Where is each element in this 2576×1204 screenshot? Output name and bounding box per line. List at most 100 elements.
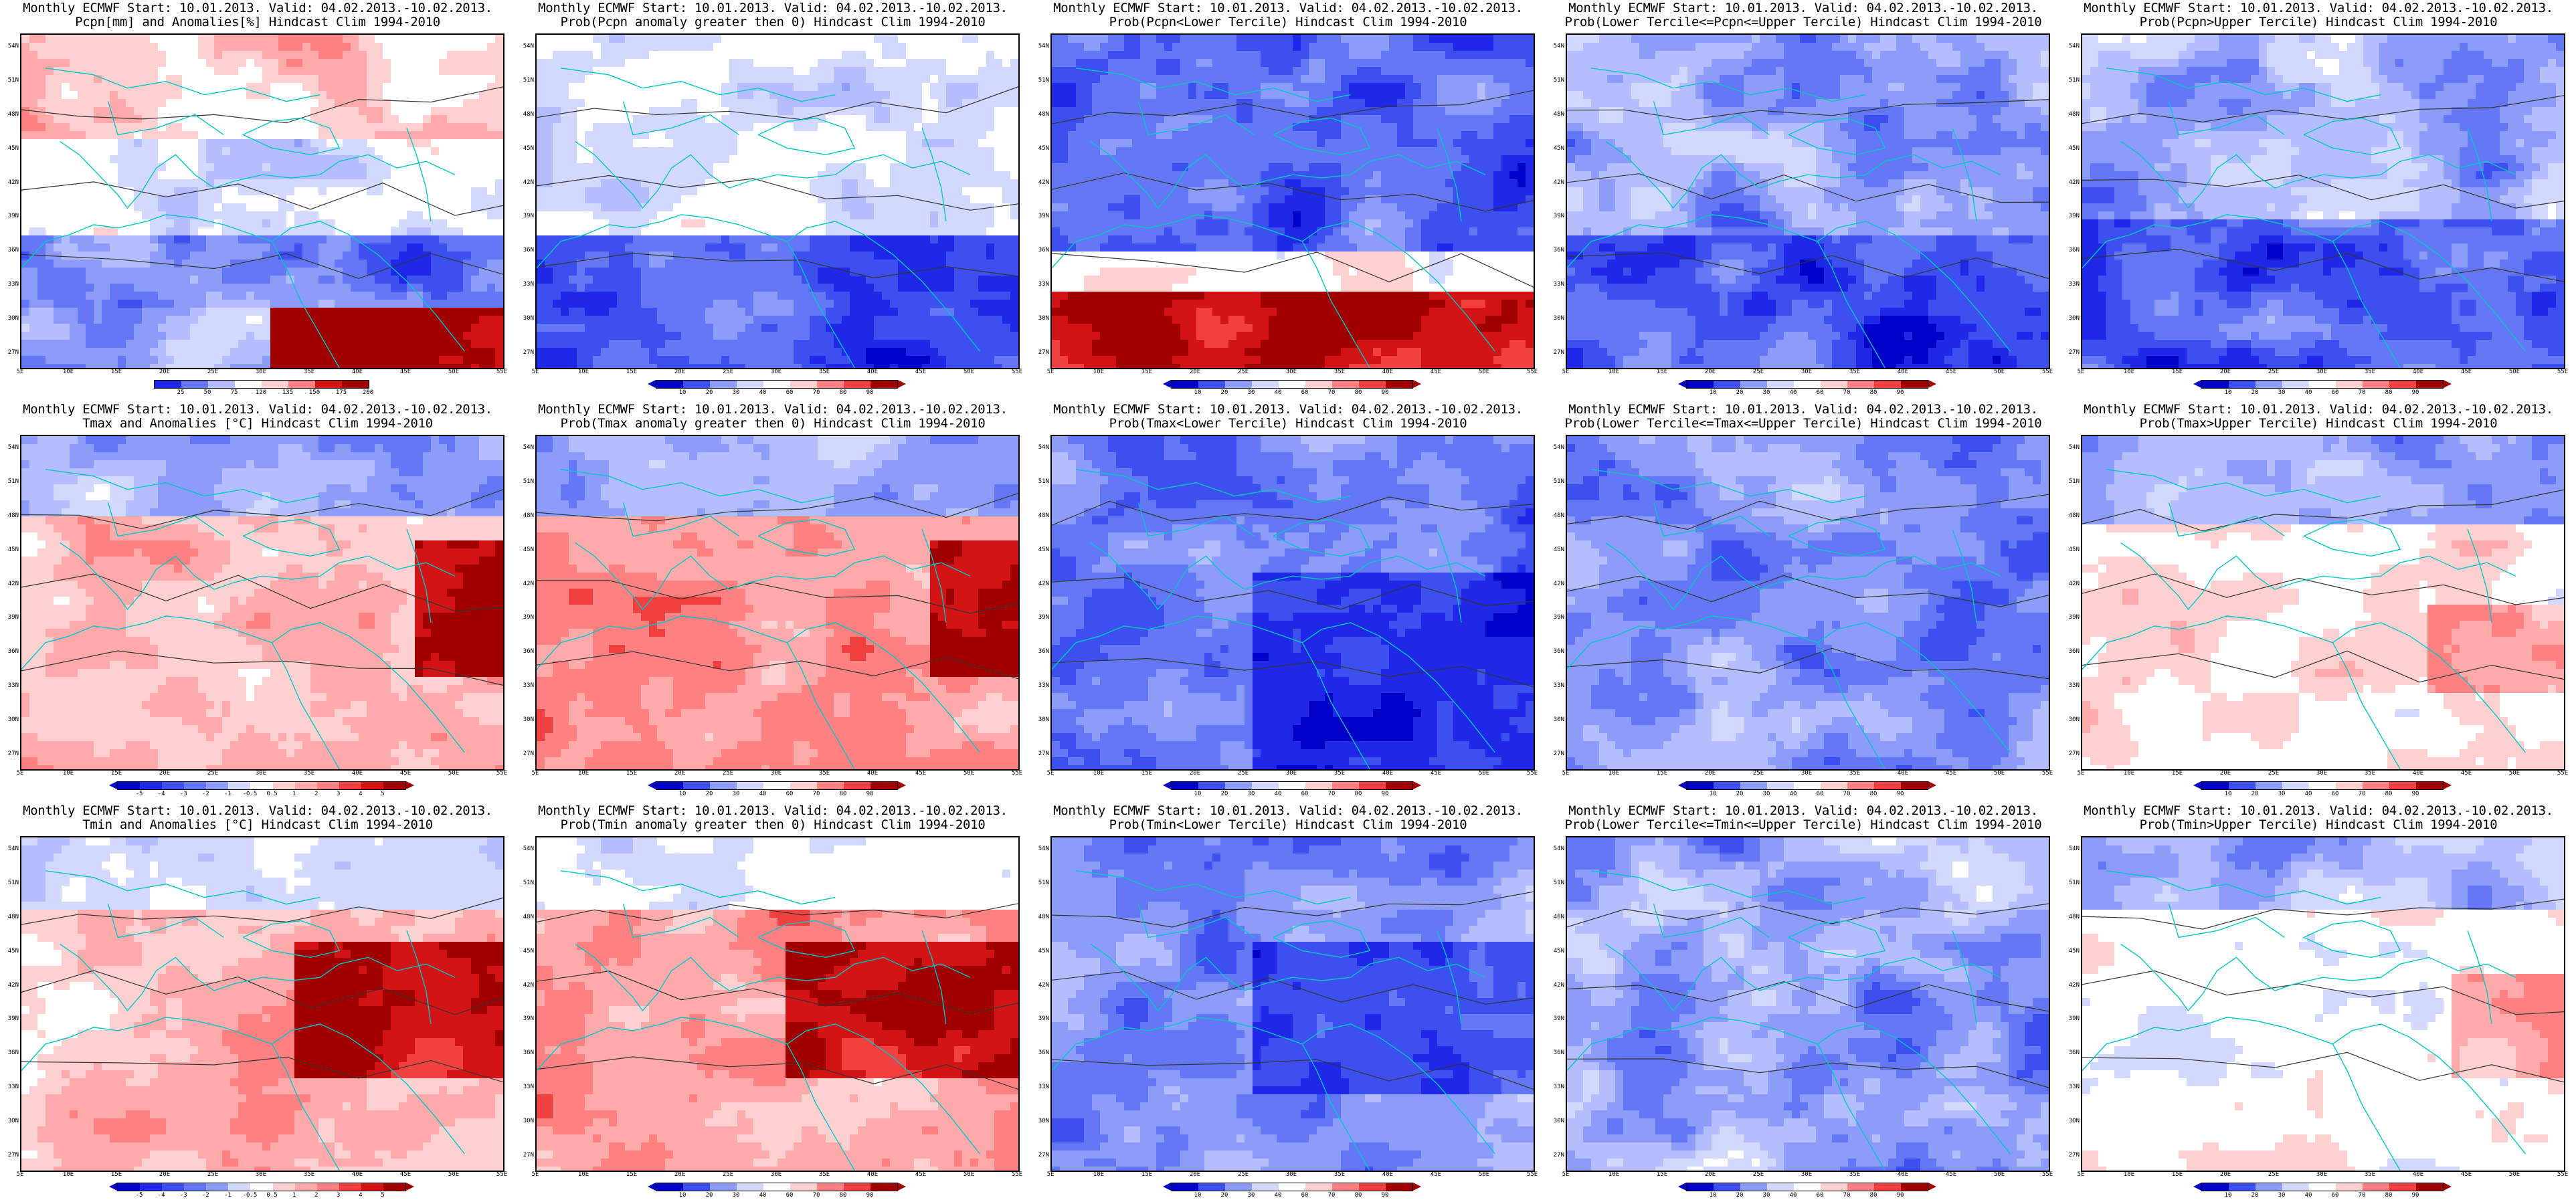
panel-title-line1: Monthly ECMWF Start: 10.01.2013. Valid: …: [515, 1, 1030, 15]
longitude-label: 30E: [251, 369, 271, 375]
longitude-label: 55E: [492, 770, 512, 777]
colorbar-label: 150: [304, 389, 325, 396]
colorbar-swatch: [383, 782, 406, 789]
colorbar-swatch: [1794, 1183, 1821, 1191]
longitude-label: 30E: [1281, 1171, 1301, 1178]
latitude-label: 45N: [4, 948, 19, 955]
colorbar-label: 60: [1810, 791, 1830, 797]
colorbar-label: 80: [833, 1192, 853, 1199]
colorbar-swatch: [1901, 381, 1928, 388]
coastlines-borders: [1052, 469, 1495, 769]
colorbar-label: 1: [284, 1192, 304, 1199]
latitude-label: 42N: [2065, 982, 2080, 989]
longitude-label: 5E: [2071, 1171, 2091, 1178]
latitude-label: 39N: [2065, 614, 2080, 621]
longitude-label: 50E: [444, 770, 464, 777]
longitude-label: 45E: [1941, 770, 1961, 777]
colorbar: [648, 380, 906, 389]
colorbar-label: 10: [1188, 389, 1208, 396]
longitude-label: 50E: [1474, 369, 1494, 375]
longitude-label: 20E: [1185, 770, 1205, 777]
colorbar-label: 10: [1703, 1192, 1723, 1199]
forecast-map: [1566, 435, 2050, 771]
map-svg: [2082, 436, 2564, 769]
longitude-label: 15E: [2167, 1171, 2187, 1178]
colorbar-label: 10: [672, 389, 693, 396]
longitude-label: 45E: [1941, 369, 1961, 375]
latitude-label: 33N: [2065, 682, 2080, 689]
latitude-label: 30N: [2065, 716, 2080, 723]
forecast-map: [20, 836, 504, 1172]
shaded-field: [21, 436, 503, 769]
colorbar-swatch: [228, 1183, 251, 1191]
latitude-label: 45N: [2065, 145, 2080, 152]
longitude-label: 40E: [862, 770, 883, 777]
latitude-label: 36N: [1034, 648, 1049, 655]
colorbar-swatch: [288, 381, 315, 388]
shaded-field: [1052, 35, 1534, 368]
longitude-label: 5E: [1556, 770, 1576, 777]
longitude-label: 35E: [2360, 770, 2380, 777]
longitude-label: 50E: [2504, 369, 2524, 375]
colorbar-swatch: [844, 782, 870, 789]
shaded-field: [2082, 436, 2564, 769]
colorbar-label: 80: [1348, 791, 1368, 797]
colorbar-label: 10: [2218, 389, 2238, 396]
colorbar-swatch: [1687, 782, 1714, 789]
longitude-label: 5E: [10, 369, 30, 375]
colorbar-label: 90: [1375, 791, 1395, 797]
longitude-label: 10E: [573, 369, 593, 375]
longitude-label: 15E: [622, 770, 642, 777]
panel-title: Monthly ECMWF Start: 10.01.2013. Valid: …: [1546, 403, 2061, 431]
latitude-label: 36N: [4, 247, 19, 254]
contour-lines: [1052, 891, 1534, 1090]
colorbar-min-arrow: [648, 380, 656, 388]
longitude-label: 30E: [2312, 1171, 2332, 1178]
latitude-label: 45N: [519, 948, 534, 955]
latitude-label: 51N: [1550, 77, 1564, 84]
colorbar-max-arrow: [2444, 1183, 2452, 1191]
longitude-label: 40E: [862, 369, 883, 375]
latitude-label: 48N: [2065, 914, 2080, 920]
latitude-label: 54N: [4, 444, 19, 451]
latitude-label: 51N: [2065, 77, 2080, 84]
colorbar-swatch: [2389, 782, 2416, 789]
colorbar-swatch: [2282, 1183, 2309, 1191]
colorbar-label: -5: [129, 791, 149, 797]
contour-lines: [21, 897, 503, 1083]
latitude-label: 36N: [519, 648, 534, 655]
latitude-label: 36N: [1550, 247, 1564, 254]
panel-subtitle: Prob(Lower Tercile<=Pcpn<=Upper Tercile)…: [1546, 15, 2061, 29]
longitude-label: 25E: [1233, 1171, 1253, 1178]
longitude-label: 25E: [203, 369, 223, 375]
latitude-label: 51N: [1550, 478, 1564, 485]
colorbar-swatch: [844, 381, 870, 388]
colorbar-swatch: [2282, 381, 2309, 388]
latitude-label: 51N: [4, 880, 19, 886]
colorbar-swatch: [1279, 381, 1305, 388]
longitude-label: 25E: [1233, 770, 1253, 777]
colorbar-label: 30: [2272, 791, 2292, 797]
latitude-label: 33N: [519, 682, 534, 689]
colorbar-swatch: [1901, 782, 1928, 789]
latitude-label: 39N: [1550, 213, 1564, 219]
longitude-label: 40E: [1378, 369, 1398, 375]
colorbar-label: 60: [1295, 1192, 1315, 1199]
panel-title: Monthly ECMWF Start: 10.01.2013. Valid: …: [0, 1, 515, 29]
colorbar-swatch: [1359, 381, 1386, 388]
latitude-label: 36N: [1550, 1049, 1564, 1056]
forecast-map: [1050, 435, 1535, 771]
colorbar-label: 4: [351, 791, 371, 797]
colorbar-swatch: [790, 782, 817, 789]
panel-title-line1: Monthly ECMWF Start: 10.01.2013. Valid: …: [1030, 804, 1546, 818]
colorbar-label: 10: [2218, 791, 2238, 797]
colorbar-label: 70: [1837, 791, 1857, 797]
colorbar: [109, 781, 414, 790]
latitude-label: 30N: [1034, 716, 1049, 723]
longitude-label: 45E: [2456, 369, 2476, 375]
latitude-label: 30N: [519, 716, 534, 723]
longitude-label: 15E: [1137, 369, 1157, 375]
colorbar-min-arrow: [648, 1183, 656, 1191]
latitude-label: 30N: [1550, 716, 1564, 723]
latitude-label: 39N: [1550, 614, 1564, 621]
